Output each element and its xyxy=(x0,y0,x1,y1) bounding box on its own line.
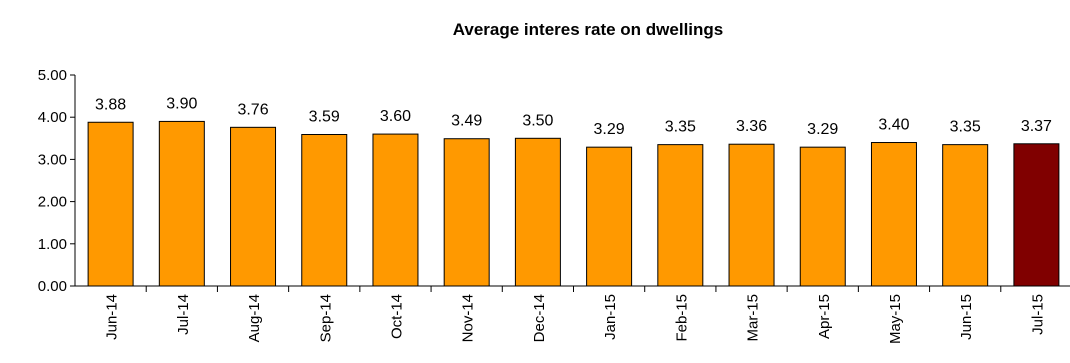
data-label: 3.40 xyxy=(878,117,909,134)
x-tick-label: Jun-15 xyxy=(958,294,975,340)
data-label: 3.36 xyxy=(736,118,767,135)
x-tick-label: Nov-14 xyxy=(460,294,477,342)
x-tick-label: Jun-14 xyxy=(104,294,121,340)
bar-Jun-15 xyxy=(942,144,989,287)
y-tick-label: 3.00 xyxy=(38,151,67,168)
x-tick-label: Aug-14 xyxy=(246,294,263,342)
data-labels-group: 3.88 3.90 3.76 3.59 3.60 3.49 3.50 3.29 3.35 3.36… xyxy=(95,95,1052,138)
x-tick-label: Dec-14 xyxy=(531,294,548,342)
data-label: 3.29 xyxy=(594,121,625,138)
bar-Mar-15 xyxy=(728,143,775,287)
bar-Oct-14 xyxy=(372,133,419,287)
x-tick-label: May-15 xyxy=(887,294,904,344)
data-label: 3.35 xyxy=(950,119,981,136)
data-label: 3.35 xyxy=(665,119,696,136)
y-axis: 0.00 1.00 2.00 3.00 4.00 5.00 xyxy=(38,67,76,295)
data-label: 3.29 xyxy=(807,121,838,138)
x-tick-label: Sep-14 xyxy=(317,294,334,342)
x-tick-label: Jul-15 xyxy=(1029,294,1046,335)
data-label: 3.59 xyxy=(309,109,340,126)
y-tick-label: 0.00 xyxy=(38,278,67,295)
x-tick-label: Mar-15 xyxy=(745,294,762,342)
bar-Apr-15 xyxy=(799,146,846,287)
data-label: 3.50 xyxy=(522,112,553,129)
x-axis: Jun-14 Jul-14 Aug-14 Sep-14 Oct-14 Nov-14 Dec-… xyxy=(75,285,1070,344)
x-tick-label: Apr-15 xyxy=(816,294,833,339)
data-label: 3.49 xyxy=(451,113,482,130)
bar-Sep-14 xyxy=(301,134,348,287)
x-tick-label: Feb-15 xyxy=(673,294,690,342)
y-tick-label: 1.00 xyxy=(38,236,67,253)
x-tick-label: Jan-15 xyxy=(602,294,619,340)
bar-Jun-14 xyxy=(87,121,134,287)
bar-Jul-14 xyxy=(158,120,205,287)
bars-group xyxy=(87,120,1060,287)
data-label: 3.90 xyxy=(166,95,197,112)
y-tick-label: 2.00 xyxy=(38,194,67,211)
y-tick-label: 5.00 xyxy=(38,67,67,84)
y-tick-label: 4.00 xyxy=(38,109,67,126)
bar-Jul-15 xyxy=(1013,143,1060,287)
data-label: 3.88 xyxy=(95,96,126,113)
bar-Feb-15 xyxy=(657,144,704,287)
bar-Nov-14 xyxy=(443,138,490,287)
data-label: 3.60 xyxy=(380,108,411,125)
bar-Dec-14 xyxy=(514,137,561,287)
bar-Aug-14 xyxy=(230,126,277,287)
bar-Jan-15 xyxy=(586,146,633,287)
data-label: 3.37 xyxy=(1021,118,1052,135)
data-label: 3.76 xyxy=(237,101,268,118)
chart-title: Average interes rate on dwellings xyxy=(453,20,724,39)
x-tick-label: Oct-14 xyxy=(388,294,405,339)
bar-May-15 xyxy=(870,142,917,287)
x-tick-label: Jul-14 xyxy=(175,294,192,335)
